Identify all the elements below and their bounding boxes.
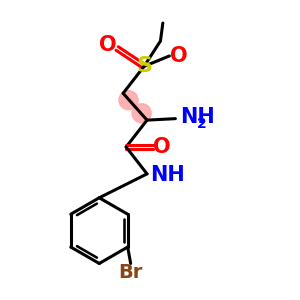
Text: 2: 2 <box>197 117 207 131</box>
Text: O: O <box>99 35 117 56</box>
Text: O: O <box>169 46 187 66</box>
Text: Br: Br <box>118 263 143 282</box>
Circle shape <box>132 104 151 123</box>
Text: O: O <box>152 137 170 157</box>
Text: S: S <box>136 56 152 76</box>
Text: NH: NH <box>150 165 185 185</box>
Circle shape <box>119 91 138 110</box>
Text: NH: NH <box>180 107 214 127</box>
